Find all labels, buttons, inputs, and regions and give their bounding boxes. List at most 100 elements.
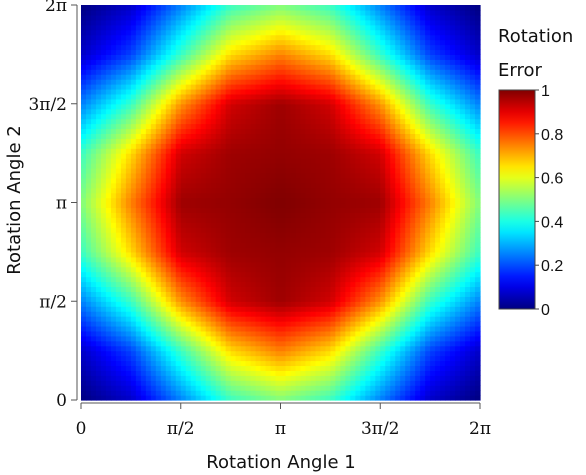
heatmap-cell	[290, 138, 297, 144]
heatmap-cell	[175, 261, 182, 268]
heatmap-cell	[375, 350, 381, 357]
heatmap-cell	[230, 187, 237, 194]
heatmap-cell	[160, 291, 167, 297]
heatmap-cell	[445, 350, 451, 357]
heatmap-cell	[285, 306, 292, 312]
heatmap-cell	[415, 217, 421, 223]
heatmap-cell	[190, 266, 197, 273]
heatmap-cell	[225, 202, 232, 209]
heatmap-cell	[350, 187, 356, 194]
heatmap-cell	[180, 325, 187, 332]
heatmap-cell	[295, 118, 302, 125]
heatmap-cell	[330, 281, 336, 288]
heatmap-cell	[330, 143, 336, 149]
heatmap-cell	[315, 301, 321, 307]
heatmap-cell	[400, 271, 406, 278]
heatmap-cell	[240, 103, 247, 110]
heatmap-cell	[375, 276, 381, 283]
heatmap-cell	[100, 118, 107, 125]
heatmap-cell	[160, 207, 167, 213]
heatmap-cell	[275, 212, 282, 218]
heatmap-cell	[300, 325, 307, 332]
heatmap-cell	[380, 335, 386, 342]
heatmap-cell	[250, 217, 257, 223]
heatmap-cell	[81, 330, 87, 337]
heatmap-cell	[305, 276, 312, 283]
heatmap-cell	[365, 316, 371, 322]
heatmap-cell	[85, 192, 92, 199]
heatmap-cell	[105, 360, 112, 367]
heatmap-cell	[380, 192, 386, 199]
heatmap-cell	[235, 296, 242, 302]
heatmap-cell	[345, 242, 351, 248]
heatmap-cell	[215, 222, 222, 228]
heatmap-cell	[445, 222, 451, 228]
heatmap-cell	[325, 281, 331, 288]
heatmap-cell	[315, 98, 321, 105]
heatmap-cell	[110, 118, 117, 125]
heatmap-cell	[420, 395, 426, 401]
heatmap-cell	[200, 340, 207, 347]
heatmap-cell	[445, 98, 451, 105]
heatmap-cell	[140, 266, 147, 273]
heatmap-cell	[115, 370, 122, 376]
heatmap-cell	[360, 128, 366, 134]
heatmap-cell	[200, 153, 207, 159]
heatmap-cell	[270, 385, 277, 391]
heatmap-cell	[455, 98, 461, 105]
heatmap-cell	[285, 93, 292, 100]
heatmap-cell	[140, 153, 147, 159]
heatmap-cell	[215, 335, 222, 342]
heatmap-cell	[300, 217, 307, 223]
heatmap-cell	[365, 108, 371, 115]
heatmap-cell	[135, 93, 142, 100]
heatmap-cell	[285, 281, 292, 288]
heatmap-cell	[445, 375, 451, 381]
heatmap-cell	[375, 291, 381, 297]
heatmap-cell	[305, 237, 312, 243]
heatmap-cell	[220, 163, 227, 169]
heatmap-cell	[115, 167, 122, 174]
heatmap-cell	[295, 395, 302, 401]
heatmap-cell	[430, 345, 436, 352]
heatmap-cell	[420, 281, 426, 288]
heatmap-cell	[205, 148, 212, 154]
heatmap-cell	[115, 163, 122, 169]
heatmap-cell	[355, 340, 361, 347]
heatmap-cell	[260, 375, 267, 381]
heatmap-cell	[180, 182, 187, 189]
heatmap-cell	[170, 325, 177, 332]
heatmap-cell	[100, 355, 107, 362]
heatmap-cell	[235, 138, 242, 144]
heatmap-cell	[395, 182, 401, 189]
heatmap-cell	[450, 143, 456, 149]
heatmap-cell	[285, 128, 292, 134]
heatmap-cell	[110, 251, 117, 258]
heatmap-cell	[150, 340, 157, 347]
heatmap-cell	[220, 365, 227, 371]
heatmap-cell	[285, 291, 292, 297]
heatmap-cell	[355, 202, 361, 209]
heatmap-cell	[420, 325, 426, 332]
heatmap-cell	[350, 222, 356, 228]
heatmap-cell	[125, 301, 132, 307]
heatmap-cell	[220, 88, 227, 95]
heatmap-cell	[255, 345, 262, 352]
heatmap-cell	[210, 385, 217, 391]
heatmap-cell	[425, 222, 431, 228]
heatmap-cell	[465, 301, 471, 307]
heatmap-cell	[250, 296, 257, 302]
heatmap-cell	[270, 113, 277, 120]
heatmap-cell	[330, 365, 336, 371]
heatmap-cell	[305, 301, 312, 307]
heatmap-cell	[115, 148, 122, 154]
heatmap-cell	[90, 133, 97, 139]
heatmap-cell	[370, 316, 376, 322]
heatmap-cell	[250, 246, 257, 253]
heatmap-cell	[230, 370, 237, 376]
heatmap-cell	[400, 153, 406, 159]
heatmap-cell	[195, 217, 202, 223]
heatmap-cell	[290, 256, 297, 263]
heatmap-cell	[120, 153, 127, 159]
heatmap-cell	[160, 261, 167, 268]
